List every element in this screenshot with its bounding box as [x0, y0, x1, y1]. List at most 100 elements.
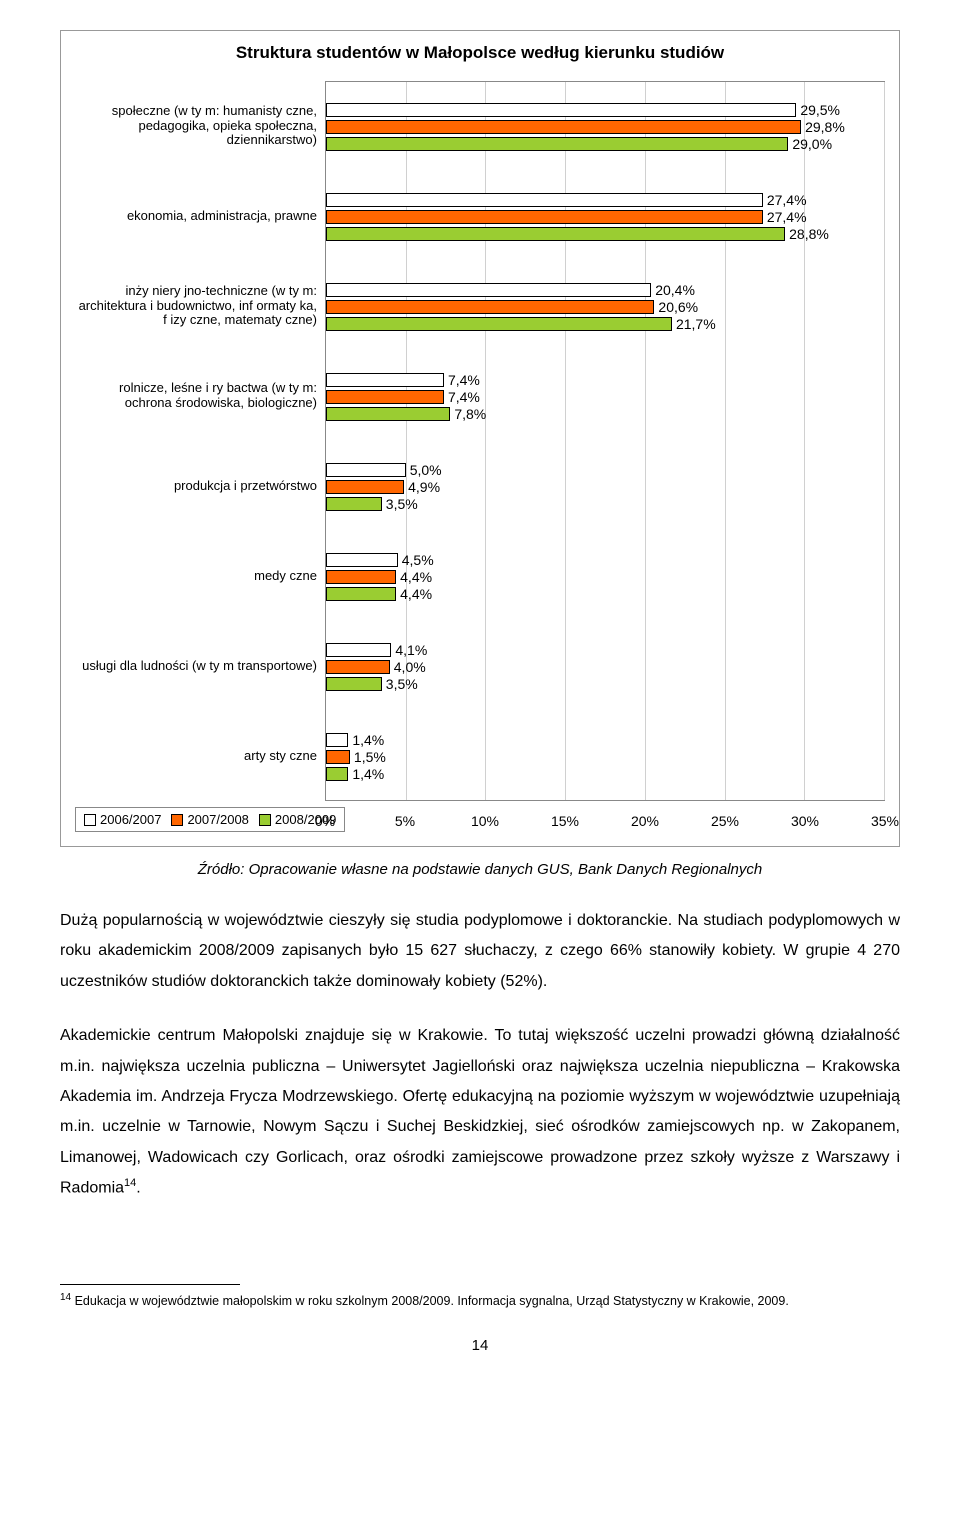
category-label: produkcja i przetwórstwo — [75, 441, 325, 531]
legend-swatch — [84, 814, 96, 826]
bar — [326, 317, 672, 331]
legend-label: 2007/2008 — [187, 812, 248, 827]
bar — [326, 120, 801, 134]
bar-row: 7,4% — [326, 389, 884, 406]
bar-value-label: 28,8% — [789, 227, 829, 241]
bar-row: 7,8% — [326, 406, 884, 423]
bar-group: 27,4% 27,4% 28,8% — [326, 172, 884, 262]
bar-group: 5,0%4,9%3,5% — [326, 442, 884, 532]
bar-group: 4,1%4,0% 3,5% — [326, 622, 884, 712]
x-tick-label: 20% — [631, 813, 659, 829]
bar-value-label: 7,8% — [454, 407, 486, 421]
paragraph-1: Dużą popularnością w województwie cieszy… — [60, 906, 900, 997]
bar — [326, 767, 348, 781]
bar-group: 29,5% 29,8% 29,0% — [326, 82, 884, 172]
category-label: ekonomia, administracja, prawne — [75, 171, 325, 261]
bar — [326, 137, 788, 151]
x-tick-label: 30% — [791, 813, 819, 829]
legend-item: 2006/2007 — [84, 812, 161, 827]
legend-swatch — [171, 814, 183, 826]
bar-value-label: 4,4% — [400, 587, 432, 601]
bar-value-label: 3,5% — [386, 497, 418, 511]
bar-row: 1,4% — [326, 766, 884, 783]
bar — [326, 373, 444, 387]
bar-group: 7,4% 7,4% 7,8% — [326, 352, 884, 442]
bar — [326, 227, 785, 241]
bar-row: 1,5% — [326, 749, 884, 766]
bar-value-label: 4,0% — [394, 660, 426, 674]
page-number: 14 — [60, 1337, 900, 1354]
paragraph-2: Akademickie centrum Małopolski znajduje … — [60, 1021, 900, 1204]
bar-value-label: 1,4% — [352, 767, 384, 781]
bar — [326, 283, 651, 297]
category-labels-column: społeczne (w ty m: humanisty czne, pedag… — [75, 81, 325, 801]
bar-row: 4,5% — [326, 552, 884, 569]
legend-item: 2007/2008 — [171, 812, 248, 827]
footnote-separator — [60, 1284, 240, 1285]
bar-value-label: 20,6% — [658, 300, 698, 314]
legend-cell: 2006/20072007/20082008/2009 — [75, 807, 325, 832]
bar-value-label: 1,4% — [352, 733, 384, 747]
bar-row: 20,4% — [326, 282, 884, 299]
bar-value-label: 3,5% — [386, 677, 418, 691]
bar-row: 29,0% — [326, 136, 884, 153]
bar-group: 20,4% 20,6% 21,7% — [326, 262, 884, 352]
bar-row: 4,1% — [326, 642, 884, 659]
bar-row: 4,4% — [326, 569, 884, 586]
bar-value-label: 7,4% — [448, 373, 480, 387]
x-tick-label: 15% — [551, 813, 579, 829]
bar-value-label: 27,4% — [767, 210, 807, 224]
bar — [326, 660, 390, 674]
bar-group: 4,5%4,4%4,4% — [326, 532, 884, 622]
bar — [326, 193, 763, 207]
bar-row: 4,0% — [326, 659, 884, 676]
bar-value-label: 4,4% — [400, 570, 432, 584]
bar — [326, 587, 396, 601]
plot-area: 29,5% 29,8% 29,0% 27,4% 27,4% 28,8% 20,4% 20,6%… — [325, 81, 885, 801]
bar-value-label: 1,5% — [354, 750, 386, 764]
bar — [326, 553, 398, 567]
gridline — [884, 82, 885, 800]
bar-value-label: 27,4% — [767, 193, 807, 207]
footnote-text: Edukacja w województwie małopolskim w ro… — [71, 1294, 789, 1308]
bar — [326, 643, 391, 657]
bar-row: 29,8% — [326, 119, 884, 136]
bar — [326, 677, 382, 691]
bar-value-label: 4,9% — [408, 480, 440, 494]
chart-title: Struktura studentów w Małopolsce według … — [75, 43, 885, 63]
bar-value-label: 21,7% — [676, 317, 716, 331]
category-label: rolnicze, leśne i ry bactwa (w ty m: och… — [75, 351, 325, 441]
bar-value-label: 29,5% — [800, 103, 840, 117]
bar-row: 3,5% — [326, 676, 884, 693]
bar — [326, 480, 404, 494]
category-label: arty sty czne — [75, 711, 325, 801]
bar-row: 29,5% — [326, 102, 884, 119]
footnote: 14 Edukacja w województwie małopolskim w… — [60, 1291, 900, 1311]
footnote-number: 14 — [60, 1292, 71, 1303]
bar-row: 3,5% — [326, 496, 884, 513]
bar-row: 27,4% — [326, 209, 884, 226]
paragraph-2-tail: . — [136, 1179, 140, 1196]
category-label: społeczne (w ty m: humanisty czne, pedag… — [75, 81, 325, 171]
bar — [326, 103, 796, 117]
footnote-ref: 14 — [124, 1177, 136, 1189]
bar — [326, 210, 763, 224]
chart-container: Struktura studentów w Małopolsce według … — [60, 30, 900, 847]
bar-group: 1,4% 1,5% 1,4% — [326, 712, 884, 802]
bar-value-label: 20,4% — [655, 283, 695, 297]
bar-row: 1,4% — [326, 732, 884, 749]
x-tick-label: 25% — [711, 813, 739, 829]
bar-value-label: 29,8% — [805, 120, 845, 134]
bar-row: 7,4% — [326, 372, 884, 389]
bar-value-label: 7,4% — [448, 390, 480, 404]
source-line: Źródło: Opracowanie własne na podstawie … — [60, 861, 900, 878]
bar-row: 21,7% — [326, 316, 884, 333]
bar-row: 28,8% — [326, 226, 884, 243]
legend-swatch — [259, 814, 271, 826]
page: Struktura studentów w Małopolsce według … — [0, 0, 960, 1394]
category-label: medy czne — [75, 531, 325, 621]
bar-row: 27,4% — [326, 192, 884, 209]
bar — [326, 733, 348, 747]
bar — [326, 407, 450, 421]
axis-column: 0%5%10%15%20%25%30%35% — [325, 809, 885, 831]
